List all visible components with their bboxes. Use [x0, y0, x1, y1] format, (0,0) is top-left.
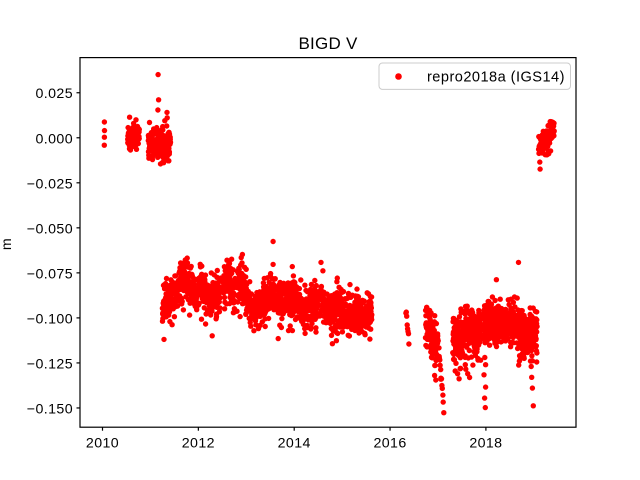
svg-text:−0.050: −0.050: [27, 221, 73, 237]
svg-text:2014: 2014: [278, 435, 311, 451]
svg-text:BIGD V: BIGD V: [298, 34, 358, 53]
svg-text:0.025: 0.025: [35, 86, 73, 102]
svg-text:−0.100: −0.100: [27, 311, 73, 327]
svg-text:2010: 2010: [86, 435, 119, 451]
svg-text:0.000: 0.000: [35, 131, 73, 147]
svg-text:repro2018a (IGS14): repro2018a (IGS14): [427, 70, 565, 86]
svg-text:−0.125: −0.125: [27, 356, 73, 372]
svg-text:m: m: [0, 238, 15, 250]
svg-text:2018: 2018: [469, 435, 502, 451]
svg-text:−0.150: −0.150: [27, 402, 73, 418]
svg-text:2016: 2016: [373, 435, 406, 451]
svg-text:2012: 2012: [182, 435, 215, 451]
svg-text:−0.075: −0.075: [27, 266, 73, 282]
svg-text:−0.025: −0.025: [27, 176, 73, 192]
